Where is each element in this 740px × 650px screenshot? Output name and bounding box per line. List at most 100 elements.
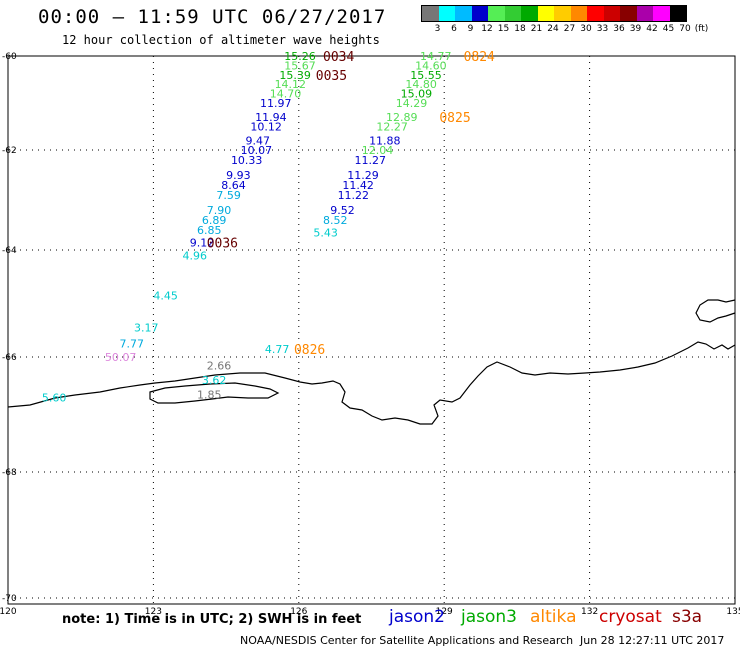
wave-height-label: 6.85 (197, 224, 222, 237)
lon-tick-label: 126 (290, 607, 307, 617)
wave-height-label: 11.27 (355, 154, 387, 167)
wave-height-label: 9.93 (226, 169, 251, 182)
lat-tick-label: -68 (2, 468, 17, 478)
wave-height-label: 3.17 (134, 322, 159, 335)
lon-tick-label: 123 (145, 607, 162, 617)
legend-label: 36 (613, 24, 625, 34)
wave-height-label: 8.64 (221, 179, 246, 192)
wave-height-label: 9.52 (330, 204, 355, 217)
wave-height-label: 15.67 (284, 59, 316, 72)
legend-label: 24 (547, 24, 559, 34)
wave-height-label: 11.22 (338, 189, 370, 202)
wave-height-label: 4.45 (153, 289, 178, 302)
wave-height-label: 11.88 (369, 135, 401, 148)
legend-swatch (537, 6, 554, 21)
antarctic-coastline (7, 299, 736, 425)
legend-swatch (636, 6, 653, 21)
legend-label: 6 (451, 24, 457, 34)
legend-swatch (422, 6, 439, 21)
color-legend: 3 6 9 12 15 18 21 24 27 30 33 36 39 42 45 70 (ft) (421, 5, 708, 36)
legend-label: 42 (646, 24, 658, 34)
wave-height-label: 12.89 (386, 111, 418, 124)
satellite-cryosat: cryosat (599, 607, 662, 627)
coastline-main (7, 341, 736, 425)
legend-label: 18 (514, 24, 526, 34)
wave-height-label: 5.43 (313, 227, 338, 240)
legend-swatch (587, 6, 604, 21)
legend-color-bar (421, 5, 687, 22)
legend-swatch (471, 6, 488, 21)
pass-time-label: 0826 (294, 343, 325, 358)
satellite-jason2: jason2 (389, 607, 445, 627)
legend-swatch (455, 6, 472, 21)
wave-height-label: 5.60 (42, 391, 67, 404)
wave-height-label: 6.89 (202, 214, 227, 227)
wave-height-label: 14.77 (420, 50, 452, 63)
wave-height-label: 11.42 (342, 179, 374, 192)
wave-height-label: 50.07 (105, 351, 137, 364)
pass-time-label: 0824 (464, 50, 495, 65)
legend-swatch (603, 6, 620, 21)
wave-height-label: 14.12 (275, 78, 307, 91)
map-subtitle: 12 hour collection of altimeter wave hei… (62, 33, 380, 47)
wave-height-label: 11.97 (260, 97, 292, 110)
map-frame (7, 55, 736, 605)
legend-swatch (570, 6, 587, 21)
wave-height-label: 14.70 (270, 88, 302, 101)
coastline-peninsula (695, 299, 736, 323)
lon-tick-label: 129 (436, 607, 453, 617)
wave-height-labels: 15.2615.6715.3914.1214.7011.9711.9410.12… (42, 50, 452, 404)
satellite-jason3: jason3 (461, 607, 517, 627)
lat-tick-label: -64 (2, 246, 17, 256)
wave-height-label: 15.55 (410, 69, 442, 82)
latitude-tick-labels: -60 -62 -64 -66 -68 -70 (2, 52, 17, 604)
legend-swatch (554, 6, 571, 21)
wave-height-label: 7.59 (216, 189, 241, 202)
wave-height-label: 3.62 (202, 374, 227, 387)
wave-height-label: 7.77 (119, 338, 143, 351)
legend-label: 3 (434, 24, 441, 34)
credit-timestamp: Jun 28 12:27:11 UTC 2017 (580, 634, 725, 647)
wave-height-label: 4.96 (182, 249, 207, 262)
longitude-tick-labels: 120 123 126 129 132 135 (0, 607, 740, 617)
lat-tick-label: -66 (2, 353, 17, 363)
lat-tick-label: -62 (2, 146, 17, 156)
legend-label: 30 (580, 24, 592, 34)
legend-swatch (620, 6, 637, 21)
legend-label: 12 (481, 24, 493, 34)
ice-shelf-outline (149, 382, 280, 404)
wave-height-label: 2.66 (207, 360, 232, 373)
legend-label: 21 (530, 24, 543, 34)
legend-label: 45 (662, 24, 675, 34)
wave-height-label: 9.47 (245, 135, 270, 148)
wave-height-label: 14.80 (405, 78, 437, 91)
legend-label: 39 (629, 24, 642, 34)
legend-swatch (438, 6, 455, 21)
legend-swatch (504, 6, 521, 21)
legend-label: 70 (679, 24, 691, 34)
wave-height-label: 7.90 (207, 204, 232, 217)
legend-label: 33 (596, 24, 609, 34)
lat-tick-label: -60 (2, 52, 17, 62)
satellite-s3a: s3a (672, 607, 703, 627)
credit-line: NOAA/NESDIS Center for Satellite Applica… (240, 634, 574, 647)
map-title: 00:00 – 11:59 UTC 06/27/2017 (38, 6, 387, 28)
legend-swatch (669, 6, 686, 21)
wave-height-label: 10.12 (250, 121, 281, 134)
pass-time-label: 0825 (439, 111, 470, 126)
legend-swatch (488, 6, 505, 21)
lat-tick-label: -70 (2, 594, 17, 604)
wave-height-label: 10.07 (241, 144, 273, 157)
wave-height-label: 15.39 (279, 69, 311, 82)
pass-time-labels: 0034 0035 0036 0824 0825 0826 (207, 50, 495, 358)
wave-height-label: 12.27 (376, 121, 408, 134)
wave-height-label: 15.09 (401, 88, 433, 101)
wave-height-label: 15.26 (284, 50, 316, 63)
legend-label: 9 (467, 24, 474, 34)
lon-tick-label: 135 (726, 607, 740, 617)
wave-height-label: 1.85 (197, 388, 222, 401)
wave-height-label: 14.29 (396, 97, 428, 110)
wave-height-label: 11.94 (255, 111, 287, 124)
satellite-altika: altika (530, 607, 577, 627)
